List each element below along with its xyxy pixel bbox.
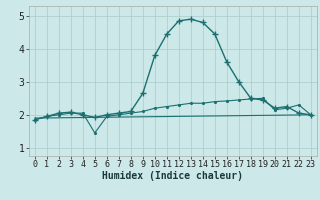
X-axis label: Humidex (Indice chaleur): Humidex (Indice chaleur) xyxy=(102,171,243,181)
